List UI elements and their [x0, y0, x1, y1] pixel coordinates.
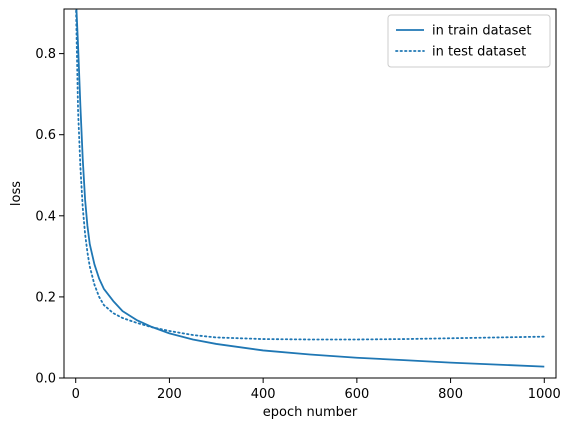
legend-box: [387, 14, 551, 68]
x-tick-label: 200: [157, 387, 182, 402]
plot-area-frame: [63, 8, 557, 379]
x-axis-label: epoch number: [263, 405, 358, 420]
x-tick-label: 1000: [528, 387, 561, 402]
y-tick-label: 0.4: [35, 209, 56, 224]
series-line-train: [75, 9, 545, 368]
legend-label-train: in train dataset: [432, 24, 532, 39]
x-axis-ticks: 0 200 400 600 800 1000: [72, 378, 561, 402]
x-tick-label: 400: [251, 387, 276, 402]
y-tick-label: 0.0: [35, 372, 56, 387]
y-tick-label: 0.2: [35, 290, 56, 305]
x-tick-label: 0: [72, 387, 80, 402]
y-tick-label: 0.6: [35, 128, 56, 143]
series-layer: [75, 9, 546, 368]
y-tick-label: 0.8: [35, 47, 56, 62]
x-tick-label: 600: [344, 387, 369, 402]
legend: in train dataset in test dataset: [387, 14, 551, 68]
y-axis-ticks: 0.0 0.2 0.4 0.6 0.8: [35, 47, 64, 387]
x-tick-label: 800: [438, 387, 463, 402]
y-axis-label: loss: [9, 181, 24, 206]
series-line-test: [75, 9, 546, 341]
legend-label-test: in test dataset: [432, 45, 526, 60]
